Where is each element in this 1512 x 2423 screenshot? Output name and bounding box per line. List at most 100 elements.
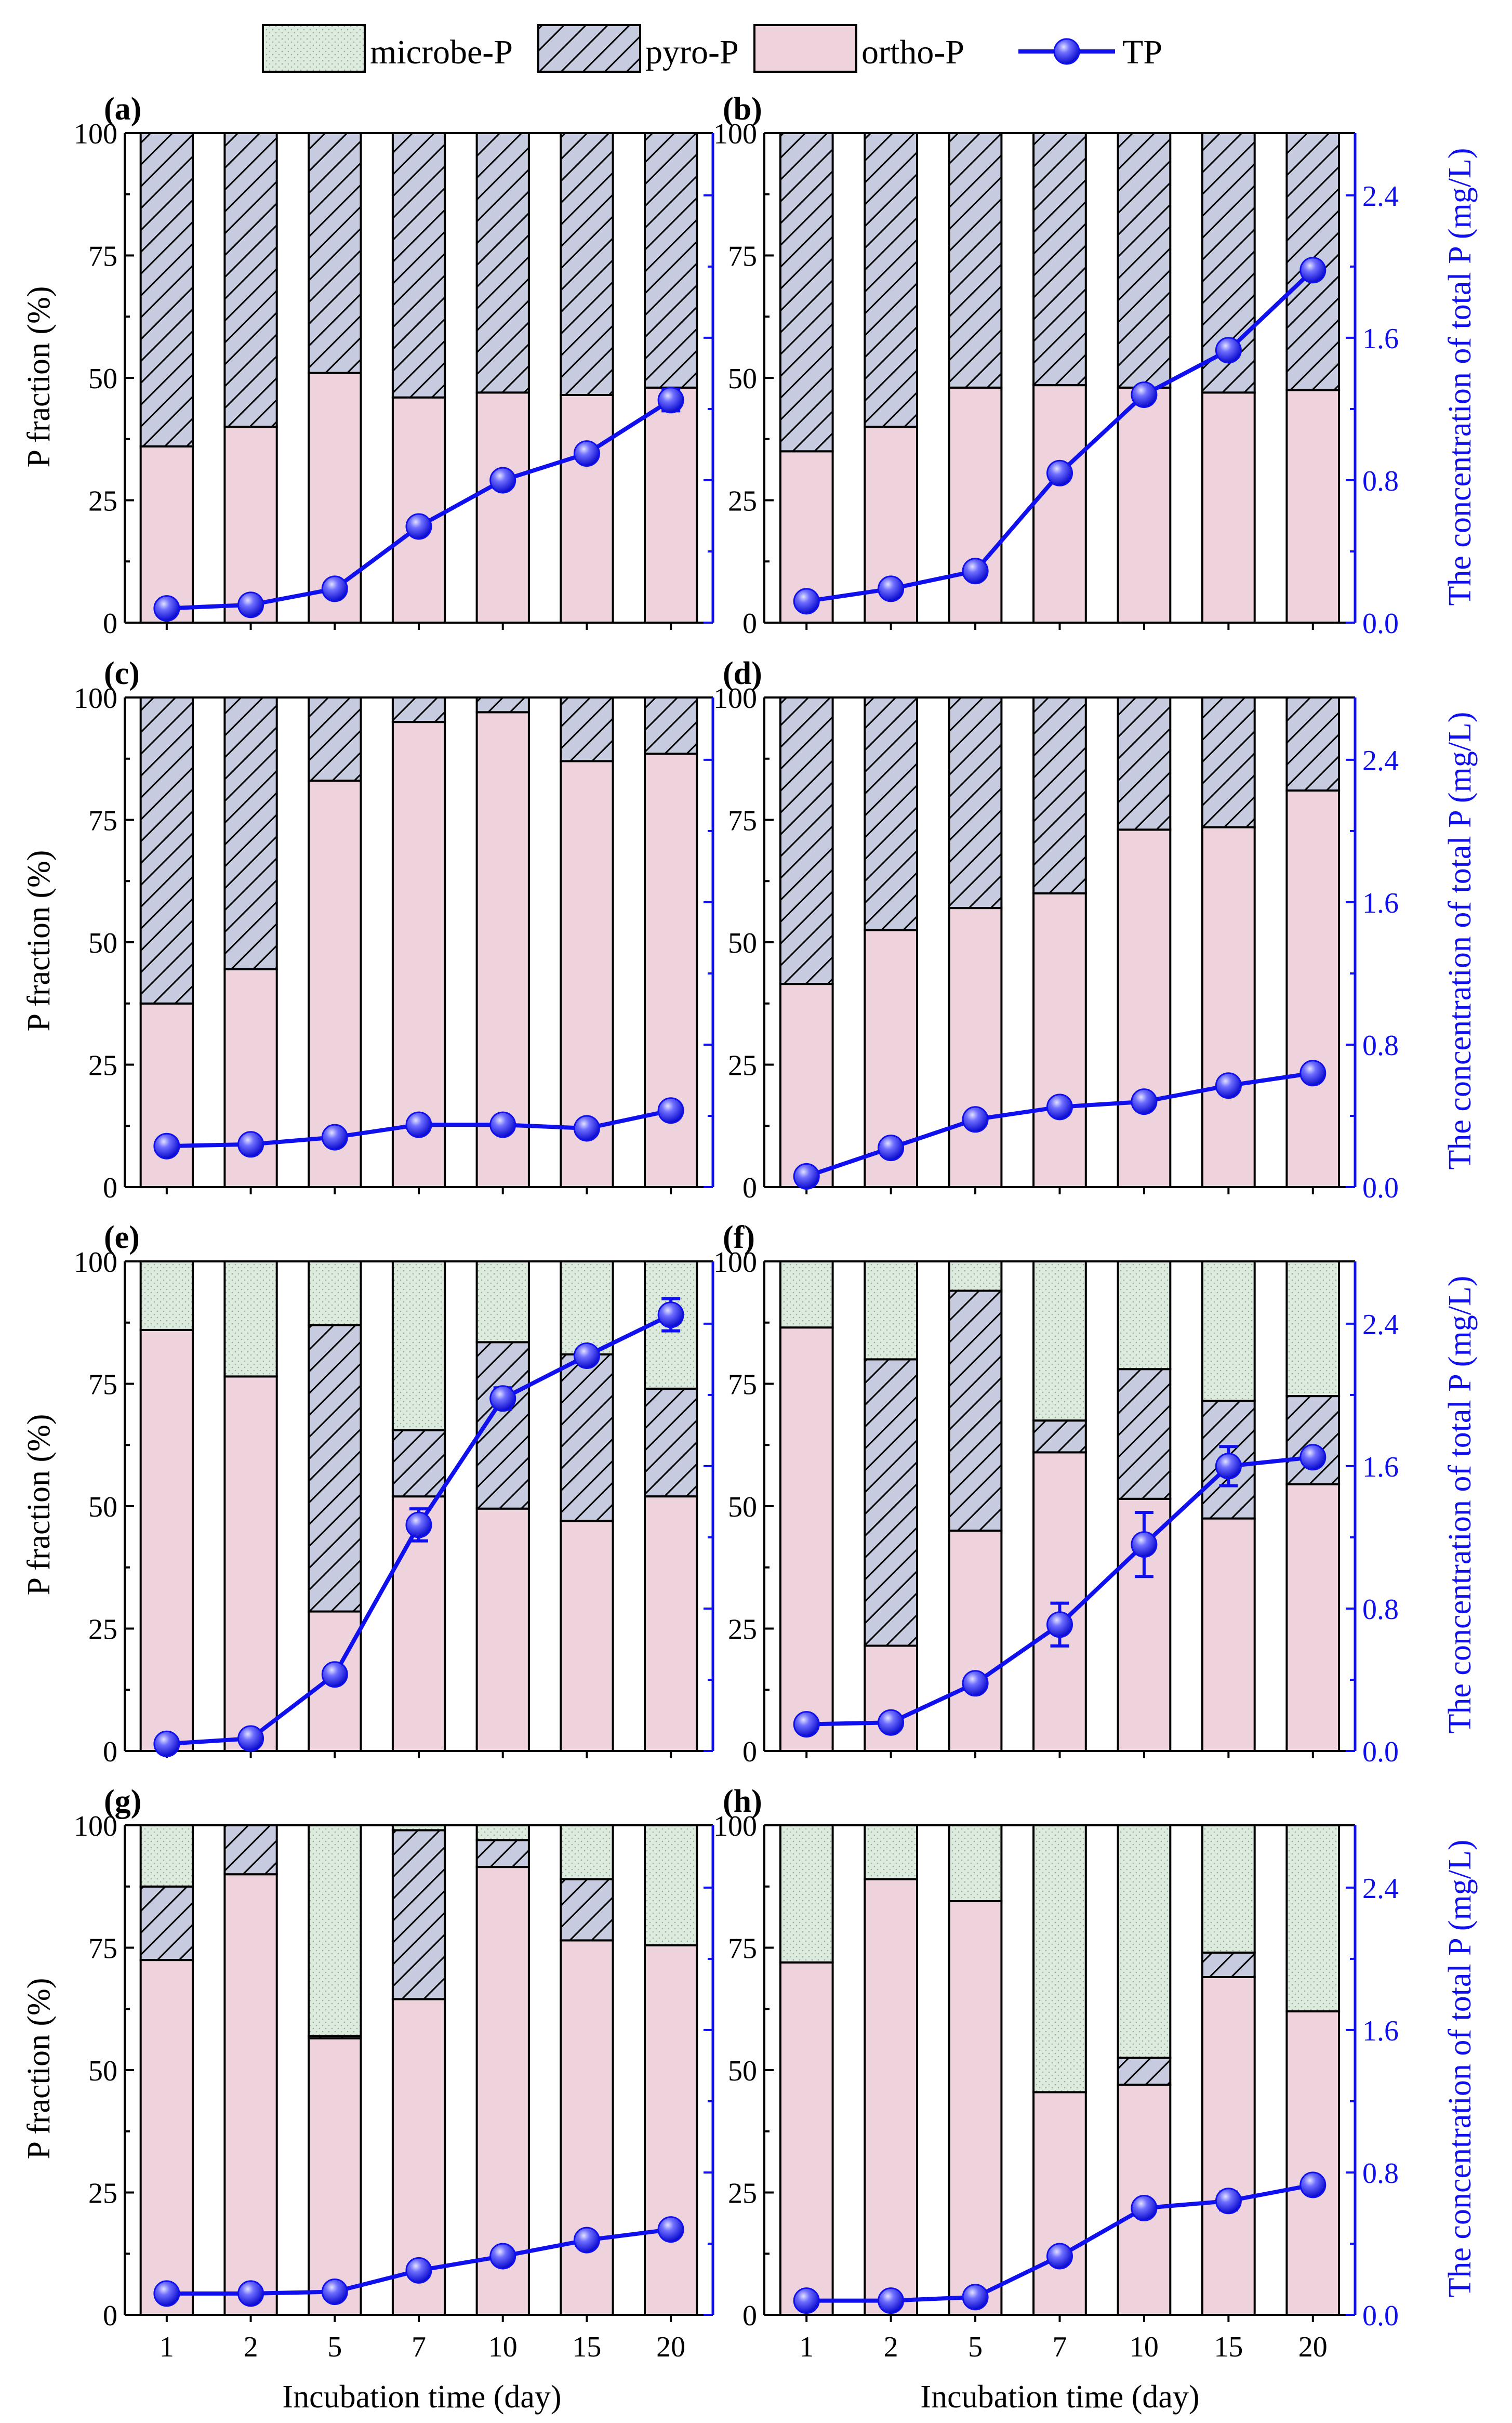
bar-pyro-p-10 bbox=[475, 696, 530, 714]
tp-point-7 bbox=[1046, 1611, 1073, 1638]
panel-label: (h) bbox=[723, 1784, 762, 1819]
tp-point-7 bbox=[405, 1511, 432, 1538]
tp-point-15 bbox=[573, 1115, 600, 1142]
bar-pyro-p-20 bbox=[1285, 696, 1341, 792]
panel-d: 0 25 50 75 100 0.0 0.8 1.6 2.4 (d) bbox=[713, 656, 1399, 1204]
bar-pyro-p-20 bbox=[1285, 1395, 1341, 1485]
tp-point-5 bbox=[321, 575, 348, 602]
tp-point-10 bbox=[489, 1385, 516, 1412]
tp-point-5 bbox=[321, 2279, 348, 2305]
bar-pyro-p-1 bbox=[139, 696, 194, 1005]
bar-ortho-p-7 bbox=[391, 396, 446, 624]
panel-label: (f) bbox=[723, 1220, 755, 1255]
bar-ortho-p-15 bbox=[560, 1520, 614, 1753]
bar-ortho-p-5 bbox=[948, 907, 1003, 1188]
bar-pyro-p-20 bbox=[644, 696, 698, 755]
y-tick-label: 25 bbox=[88, 1614, 117, 1646]
tp-point-2 bbox=[878, 1135, 905, 1162]
panel-e: 0 25 50 75 100(e) bbox=[74, 1220, 714, 1768]
bar-pyro-p-5 bbox=[948, 132, 1003, 389]
y2-tick-label: 1.6 bbox=[1362, 1451, 1399, 1483]
bar-microbe-p-15 bbox=[1201, 1824, 1256, 1954]
tp-point-2 bbox=[878, 2287, 905, 2314]
y-right-label-row2: The concentration of total P (mg/L) bbox=[1442, 712, 1478, 1170]
bar-pyro-p-7 bbox=[391, 132, 446, 399]
bar-pyro-p-15 bbox=[560, 132, 614, 396]
bar-ortho-p-1 bbox=[139, 1959, 194, 2316]
y-tick-label: 0 bbox=[742, 1172, 757, 1204]
tp-point-10 bbox=[1131, 381, 1158, 408]
x-tick-label: 5 bbox=[327, 2331, 342, 2363]
bar-microbe-p-1 bbox=[779, 1824, 834, 1964]
bar-pyro-p-5 bbox=[308, 696, 362, 782]
bar-microbe-p-20 bbox=[644, 1824, 698, 1946]
x-tick-label: 2 bbox=[244, 2331, 258, 2363]
bar-pyro-p-10 bbox=[1117, 696, 1172, 831]
legend: microbe-P pyro-P ortho-P TP bbox=[262, 24, 1162, 73]
tp-point-15 bbox=[573, 2227, 600, 2254]
x-tick-label: 15 bbox=[572, 2331, 601, 2363]
bar-ortho-p-7 bbox=[1032, 384, 1087, 624]
tp-point-15 bbox=[1215, 1072, 1242, 1099]
y-right-label-row3: The concentration of total P (mg/L) bbox=[1442, 1276, 1478, 1734]
y-tick-label: 50 bbox=[728, 927, 757, 959]
tp-point-1 bbox=[793, 1163, 820, 1190]
x-tick-label: 5 bbox=[968, 2331, 983, 2363]
legend-swatch-ortho-p bbox=[753, 24, 857, 73]
y2-tick-label: 0.8 bbox=[1362, 465, 1399, 497]
bar-ortho-p-1 bbox=[779, 1326, 834, 1752]
tp-point-1 bbox=[153, 2280, 180, 2307]
bar-pyro-p-1 bbox=[139, 132, 194, 447]
bar-pyro-p-15 bbox=[1201, 696, 1256, 828]
y2-tick-label: 0.0 bbox=[1362, 2300, 1399, 2332]
bar-pyro-p-2 bbox=[864, 696, 919, 931]
x-axis-label-right: Incubation time (day) bbox=[920, 2379, 1199, 2415]
tp-point-20 bbox=[657, 2216, 684, 2243]
x-tick-label: 10 bbox=[1130, 2331, 1159, 2363]
bar-pyro-p-15 bbox=[1201, 1951, 1256, 1978]
legend-swatch-microbe-p bbox=[262, 24, 366, 73]
bar-pyro-p-10 bbox=[1117, 132, 1172, 389]
y-tick-label: 50 bbox=[88, 1491, 117, 1523]
bar-microbe-p-10 bbox=[475, 1260, 530, 1344]
tp-point-1 bbox=[153, 1730, 180, 1757]
bar-ortho-p-1 bbox=[779, 983, 834, 1188]
y-tick-label: 50 bbox=[88, 2055, 117, 2087]
bar-pyro-p-15 bbox=[560, 1353, 614, 1522]
y-tick-label: 100 bbox=[74, 682, 117, 715]
y-tick-label: 100 bbox=[713, 1810, 757, 1842]
y-tick-label: 75 bbox=[88, 241, 117, 273]
y-tick-label: 0 bbox=[742, 608, 757, 640]
tp-point-1 bbox=[793, 2287, 820, 2314]
bar-microbe-p-10 bbox=[1117, 1260, 1172, 1371]
bar-ortho-p-1 bbox=[139, 1328, 194, 1752]
bar-microbe-p-7 bbox=[1032, 1824, 1087, 2093]
legend-item-microbe-p: microbe-P bbox=[262, 24, 513, 73]
x-tick-label: 7 bbox=[1053, 2331, 1067, 2363]
y2-tick-label: 1.6 bbox=[1362, 887, 1399, 919]
tp-point-20 bbox=[657, 387, 684, 414]
bar-ortho-p-10 bbox=[475, 391, 530, 624]
y2-tick-label: 0.0 bbox=[1362, 1736, 1399, 1768]
bar-ortho-p-20 bbox=[644, 1944, 698, 2316]
bar-pyro-p-15 bbox=[1201, 132, 1256, 394]
tp-point-20 bbox=[1299, 2171, 1327, 2198]
tp-point-15 bbox=[573, 1342, 600, 1369]
bar-microbe-p-1 bbox=[139, 1260, 194, 1331]
legend-label-pyro-p: pyro-P bbox=[645, 33, 739, 71]
bar-ortho-p-5 bbox=[948, 386, 1003, 624]
bar-ortho-p-20 bbox=[644, 1495, 698, 1752]
tp-point-5 bbox=[321, 1124, 348, 1151]
bar-microbe-p-5 bbox=[948, 1260, 1003, 1292]
y2-tick-label: 0.8 bbox=[1362, 2157, 1399, 2190]
panel-f: 0 25 50 75 100 0.0 0.8 1.6 2.4 (f) bbox=[713, 1220, 1399, 1768]
bar-ortho-p-7 bbox=[1032, 892, 1087, 1189]
bar-pyro-p-2 bbox=[223, 696, 278, 970]
bar-pyro-p-7 bbox=[1032, 1419, 1087, 1454]
bar-pyro-p-2 bbox=[223, 1824, 278, 1876]
bar-pyro-p-7 bbox=[391, 1829, 446, 2000]
x-tick-label: 20 bbox=[1298, 2331, 1328, 2363]
tp-point-2 bbox=[237, 2280, 264, 2307]
y2-tick-label: 0.8 bbox=[1362, 1594, 1399, 1626]
